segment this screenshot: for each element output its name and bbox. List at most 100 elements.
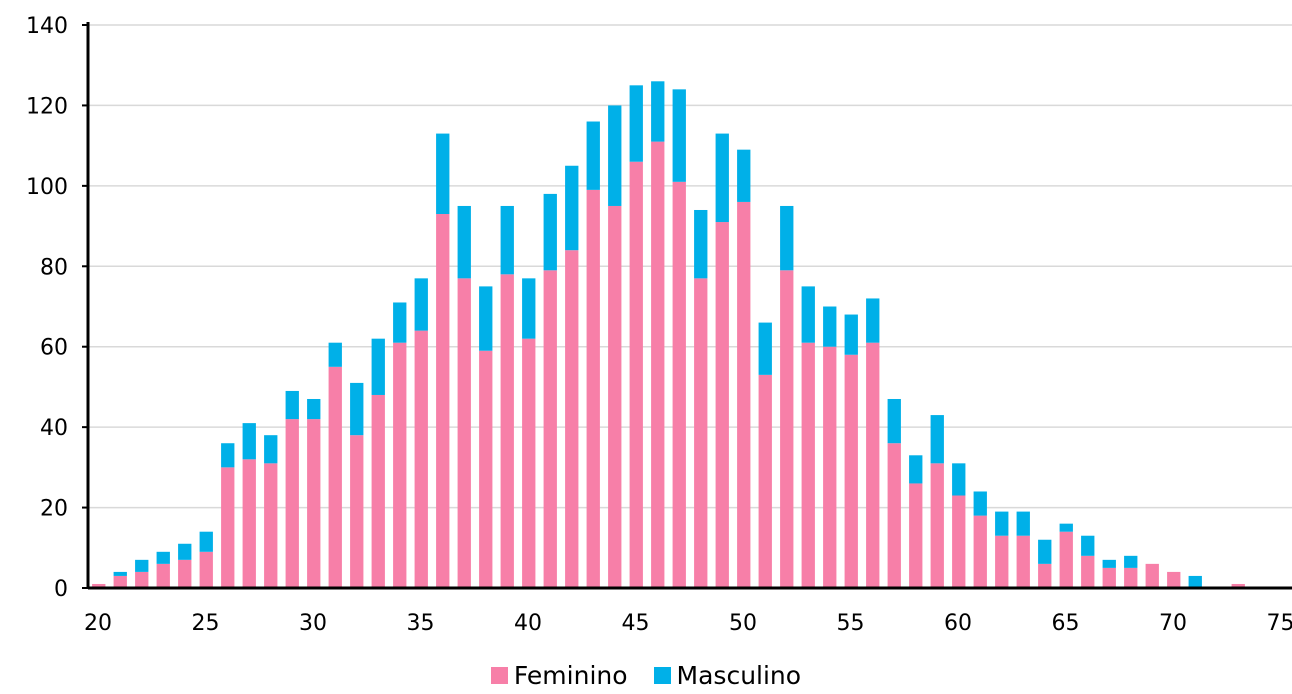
x-tick-label: 25 xyxy=(192,611,220,636)
bar-masculino-38 xyxy=(479,286,493,351)
bar-masculino-25 xyxy=(199,531,213,552)
bar-masculino-35 xyxy=(414,278,428,331)
bar-masculino-23 xyxy=(156,551,170,564)
bar-masculino-65 xyxy=(1059,523,1073,532)
bar-masculino-32 xyxy=(350,382,364,436)
bar-feminino-45 xyxy=(629,161,643,588)
x-tick-label: 35 xyxy=(407,611,435,636)
legend-swatch-masculino xyxy=(653,666,671,684)
x-tick-label: 45 xyxy=(622,611,650,636)
bar-masculino-44 xyxy=(608,105,622,206)
bar-masculino-26 xyxy=(221,443,235,468)
bar-masculino-30 xyxy=(307,398,321,420)
bar-feminino-29 xyxy=(285,419,299,588)
y-tick-label: 120 xyxy=(26,94,68,119)
bar-masculino-22 xyxy=(135,559,149,572)
bar-masculino-53 xyxy=(801,286,815,343)
bar-feminino-41 xyxy=(543,270,557,588)
bar-feminino-47 xyxy=(672,181,686,589)
bar-masculino-49 xyxy=(715,133,729,223)
bar-masculino-46 xyxy=(651,81,665,142)
bar-masculino-64 xyxy=(1038,539,1052,564)
bar-feminino-70 xyxy=(1167,571,1181,588)
bar-feminino-20 xyxy=(92,583,106,588)
bar-feminino-66 xyxy=(1081,555,1095,588)
bar-masculino-66 xyxy=(1081,535,1095,556)
x-tick-labels: 20 25 30 35 40 45 50 55 60 65 70 75 xyxy=(84,611,1292,636)
bar-masculino-34 xyxy=(393,302,407,343)
bar-feminino-22 xyxy=(135,571,149,588)
bar-masculino-37 xyxy=(457,205,471,279)
bar-feminino-60 xyxy=(952,495,966,588)
bar-feminino-34 xyxy=(393,342,407,588)
bar-masculino-42 xyxy=(565,165,579,251)
bar-feminino-46 xyxy=(651,141,665,588)
y-tick-label: 20 xyxy=(40,497,68,522)
legend: Feminino Masculino xyxy=(0,660,1292,690)
bar-masculino-54 xyxy=(823,306,837,347)
bar-feminino-30 xyxy=(307,419,321,588)
bar-masculino-43 xyxy=(586,121,600,190)
bar-feminino-23 xyxy=(156,563,170,588)
bar-masculino-63 xyxy=(1016,511,1030,536)
bar-feminino-59 xyxy=(930,463,944,588)
bar-feminino-53 xyxy=(801,342,815,588)
bar-masculino-47 xyxy=(672,89,686,182)
bar-feminino-62 xyxy=(995,535,1009,588)
bar-feminino-54 xyxy=(823,346,837,588)
bar-feminino-21 xyxy=(113,575,127,588)
y-tick-label: 100 xyxy=(26,175,68,200)
x-tick-label: 65 xyxy=(1052,611,1080,636)
bar-feminino-42 xyxy=(565,250,579,588)
bar-masculino-50 xyxy=(737,149,751,202)
bar-masculino-61 xyxy=(973,491,987,516)
y-tick-labels: 0 20 40 60 80 100 120 140 xyxy=(26,14,68,602)
bar-feminino-65 xyxy=(1059,531,1073,588)
bar-feminino-32 xyxy=(350,435,364,588)
bar-masculino-55 xyxy=(844,314,858,355)
bar-masculino-24 xyxy=(178,543,192,560)
bar-feminino-56 xyxy=(866,342,880,588)
bar-feminino-50 xyxy=(737,201,751,588)
x-tick-label: 55 xyxy=(837,611,865,636)
bar-masculino-51 xyxy=(758,322,772,375)
bar-feminino-36 xyxy=(436,214,450,588)
bar-feminino-24 xyxy=(178,559,192,588)
bar-feminino-28 xyxy=(264,463,278,588)
bar-masculino-59 xyxy=(930,415,944,464)
bar-feminino-39 xyxy=(500,274,514,588)
bar-feminino-73 xyxy=(1231,583,1245,588)
bar-masculino-29 xyxy=(285,390,299,420)
y-tick-label: 140 xyxy=(26,14,68,39)
bar-feminino-48 xyxy=(694,278,708,588)
legend-item-feminino: Feminino xyxy=(490,660,628,690)
stacked-bar-chart: 0 20 40 60 80 100 120 140 20 25 30 35 40 45 50 55 60 65 7… xyxy=(26,14,1292,636)
bar-feminino-55 xyxy=(844,354,858,588)
legend-label-feminino: Feminino xyxy=(513,660,628,690)
bar-feminino-58 xyxy=(909,483,923,588)
bar-masculino-27 xyxy=(242,423,256,460)
bar-masculino-68 xyxy=(1124,555,1138,568)
bar-masculino-41 xyxy=(543,193,557,271)
bar-feminino-26 xyxy=(221,467,235,588)
bar-feminino-43 xyxy=(586,189,600,588)
bar-feminino-69 xyxy=(1145,563,1159,588)
y-tick-label: 80 xyxy=(40,255,68,280)
bar-masculino-28 xyxy=(264,435,278,464)
y-tick-label: 40 xyxy=(40,416,68,441)
bar-masculino-52 xyxy=(780,205,794,271)
bar-masculino-45 xyxy=(629,85,643,162)
bar-masculino-60 xyxy=(952,463,966,496)
axes xyxy=(82,22,1292,590)
bar-masculino-33 xyxy=(371,338,385,395)
bar-feminino-27 xyxy=(242,459,256,588)
bar-masculino-67 xyxy=(1102,559,1116,568)
bar-feminino-61 xyxy=(973,515,987,588)
x-tick-label: 50 xyxy=(729,611,757,636)
y-tick-label: 0 xyxy=(54,577,68,602)
bar-masculino-56 xyxy=(866,298,880,343)
bar-feminino-40 xyxy=(522,338,536,588)
bar-masculino-57 xyxy=(887,398,901,444)
y-tick-label: 60 xyxy=(40,336,68,361)
x-tick-label: 20 xyxy=(84,611,112,636)
